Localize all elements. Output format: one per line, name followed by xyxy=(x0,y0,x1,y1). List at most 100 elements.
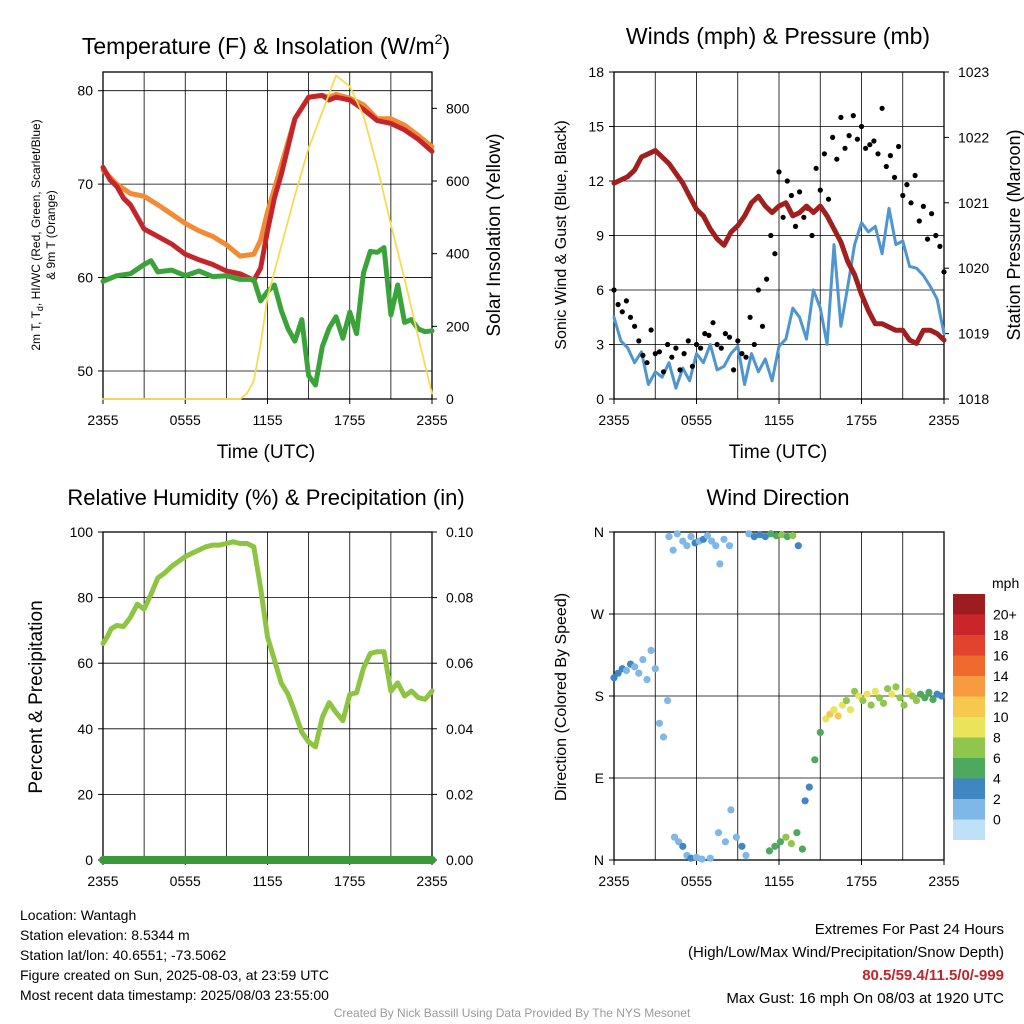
direction-point xyxy=(647,646,655,655)
x-tick-label: 2355 xyxy=(928,412,959,428)
temperature-title: Temperature (F) & Insolation (W/m2) xyxy=(82,31,450,59)
y-tick-label: 20 xyxy=(77,786,93,802)
y2-tick-label: 800 xyxy=(446,100,470,116)
y-tick-label: 6 xyxy=(596,282,604,298)
series-point-gust xyxy=(722,331,729,337)
series-point-gust xyxy=(854,136,861,142)
series-point-gust xyxy=(784,178,790,184)
y2-tick-label: 1020 xyxy=(958,260,989,276)
direction-point xyxy=(698,855,706,863)
series-point-gust xyxy=(768,232,774,239)
winds-plot-area: 2355 0555 1155 1755 2355 0 3 6 9 12 15 18 1018 1019 10… xyxy=(588,64,989,428)
series-point-gust xyxy=(693,341,700,348)
humidity-plot-area: 2355 0555 1155 1755 2355 0 20 40 60 80 100 0.00 0.02… xyxy=(70,524,474,889)
direction-point xyxy=(614,669,622,677)
direction-point xyxy=(783,533,791,541)
direction-point xyxy=(879,699,888,707)
series-point-gust xyxy=(702,331,708,337)
direction-point xyxy=(716,560,724,568)
direction-point xyxy=(884,685,892,693)
direction-point xyxy=(761,533,769,541)
series-point-gust xyxy=(652,351,658,357)
direction-point xyxy=(750,533,758,541)
temperature-panel: Temperature (F) & Insolation (W/m2) 2m T… xyxy=(29,31,505,463)
direction-ylabel: Direction (Colored By Speed) xyxy=(553,593,570,801)
x-tick-label: 1155 xyxy=(252,412,282,428)
direction-point xyxy=(811,756,819,764)
extremes-values: 80.5/59.4/11.5/0/-999 xyxy=(862,967,1004,984)
series-point-gust xyxy=(809,232,815,239)
y2-tick-label: 0.00 xyxy=(446,852,473,868)
direction-point xyxy=(725,542,734,550)
y-tick-label: 15 xyxy=(588,119,604,135)
direction-point xyxy=(679,842,687,850)
temperature-plot-area: 2355 0555 1155 1755 235550607080020040060080… xyxy=(77,71,470,428)
y2-tick-label: 1022 xyxy=(958,129,989,145)
y-tick-label: 60 xyxy=(77,655,93,671)
direction-point xyxy=(635,669,643,677)
series-point-gust xyxy=(867,142,873,148)
direction-point xyxy=(822,715,830,723)
legend-swatch xyxy=(953,594,985,615)
y-tick-label: S xyxy=(595,688,604,704)
x-tick-label: 0555 xyxy=(681,412,712,428)
y2-tick-label: 600 xyxy=(446,173,470,189)
direction-point xyxy=(805,783,813,791)
station-location: Location: Wantagh xyxy=(20,907,137,923)
direction-point xyxy=(727,806,735,814)
series-line-solar xyxy=(102,74,433,400)
direction-point xyxy=(745,530,753,538)
legend-label: 16 xyxy=(993,648,1009,664)
series-point-gust xyxy=(718,345,724,351)
series-point-gust xyxy=(698,345,704,351)
x-tick-label: 2355 xyxy=(928,873,959,889)
legend-label: 14 xyxy=(993,668,1009,684)
extremes-title: Extremes For Past 24 Hours xyxy=(814,921,1004,938)
direction-plot-area: 2355 0555 1155 1755 2355 N E S W N xyxy=(591,524,960,889)
direction-point xyxy=(867,701,875,709)
y-tick-label: 40 xyxy=(77,721,93,737)
y-tick-label: 12 xyxy=(588,173,604,189)
direction-point xyxy=(863,690,871,698)
legend-swatch xyxy=(953,696,985,717)
series-point-gust xyxy=(669,354,675,360)
y2-tick-label: 0.04 xyxy=(446,721,473,737)
series-point-gust xyxy=(883,163,889,170)
series-point-gust xyxy=(929,211,935,217)
direction-point xyxy=(871,687,879,696)
direction-point xyxy=(859,697,867,705)
humidity-panel: Relative Humidity (%) & Precipitation (i… xyxy=(26,485,473,889)
y2-tick-label: 0 xyxy=(446,391,454,407)
legend-swatch xyxy=(953,778,985,799)
series-point-gust xyxy=(821,151,828,157)
y-tick-label: 0 xyxy=(596,391,604,407)
series-point-gust xyxy=(751,341,757,348)
y-tick-label: N xyxy=(594,524,604,540)
series-point-gust xyxy=(759,323,766,329)
legend-swatch xyxy=(953,676,985,697)
direction-point xyxy=(794,542,802,550)
direction-point xyxy=(771,842,779,850)
legend-swatch xyxy=(953,717,985,738)
series-point-gust xyxy=(710,320,716,326)
direction-panel: Wind Direction Direction (Colored By Spe… xyxy=(553,485,1019,889)
series-point-gust xyxy=(656,349,663,355)
legend-swatch xyxy=(953,655,985,676)
series-point-gust xyxy=(850,113,856,119)
winds-panel: Winds (mph) & Pressure (mb) Sonic Wind &… xyxy=(553,23,1024,463)
y-tick-label: 100 xyxy=(70,524,94,540)
credit-line: Created By Nick Bassill Using Data Provi… xyxy=(333,1006,691,1020)
series-line-dew xyxy=(100,245,435,388)
series-point-gust xyxy=(801,214,807,220)
series-point-gust xyxy=(623,298,630,304)
direction-point xyxy=(767,530,775,538)
max-gust: Max Gust: 16 mph On 08/03 at 1920 UTC xyxy=(726,990,1004,1007)
x-tick-label: 1755 xyxy=(334,412,365,428)
legend-swatch xyxy=(953,737,985,758)
direction-point xyxy=(896,694,904,702)
series-point-gust xyxy=(636,338,642,344)
x-tick-label: 0555 xyxy=(170,412,201,428)
direction-point xyxy=(798,845,807,853)
series-point-gust xyxy=(891,174,898,180)
direction-point xyxy=(664,697,672,705)
